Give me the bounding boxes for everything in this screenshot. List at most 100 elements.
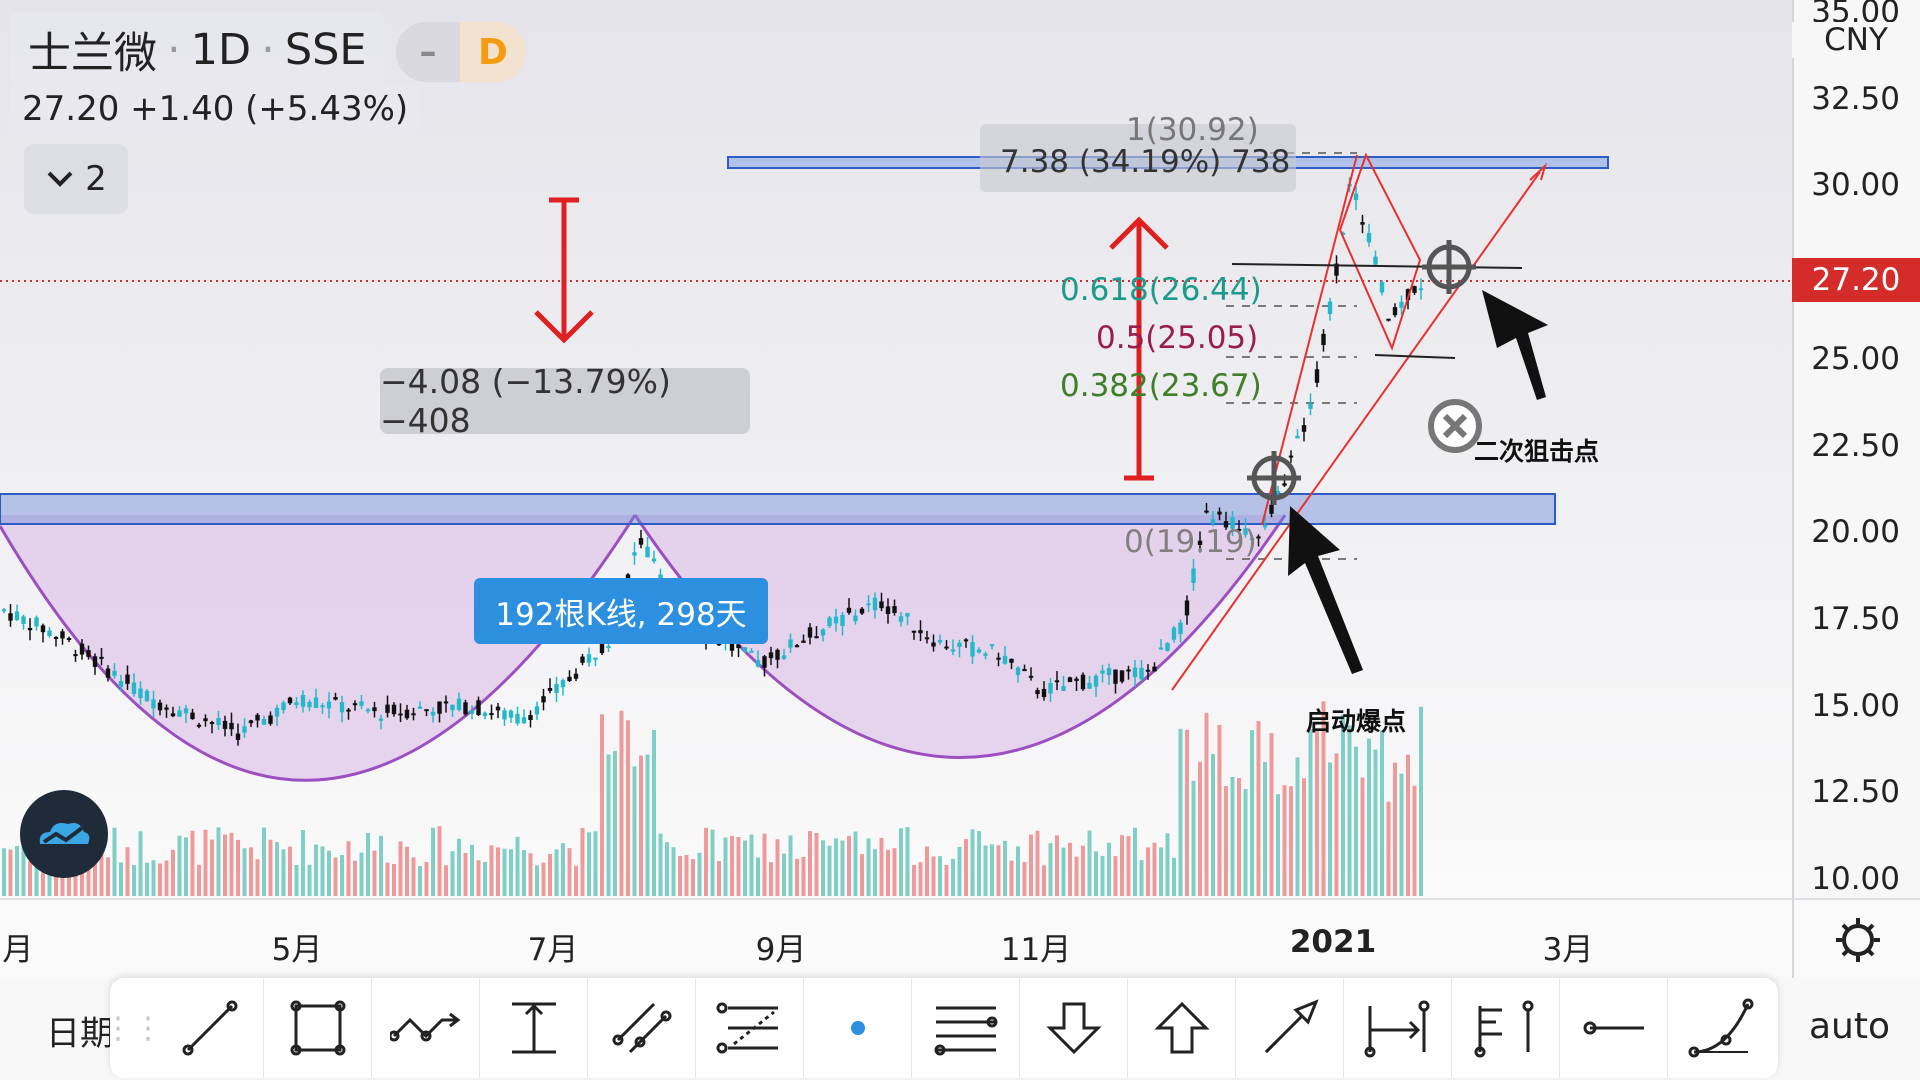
volume-bar xyxy=(658,833,663,896)
volume-bar xyxy=(1133,827,1137,896)
candle-body xyxy=(92,656,98,667)
horizontal-ray-tool[interactable] xyxy=(1560,978,1668,1078)
candle-body xyxy=(339,702,345,713)
fib-retracement-tool[interactable] xyxy=(696,978,804,1078)
arrow-down-tool[interactable] xyxy=(1020,978,1128,1078)
grip-handle-icon[interactable]: ⋮⋮ xyxy=(103,1010,163,1046)
volume-bar xyxy=(99,840,104,896)
candle-body xyxy=(105,668,111,678)
marker-dot-tool[interactable] xyxy=(804,978,912,1078)
candle-body xyxy=(391,704,397,715)
range-label-box[interactable] xyxy=(980,124,1296,192)
pointer-arrow-upper[interactable] xyxy=(1482,290,1548,400)
price-range-tool[interactable] xyxy=(1452,978,1560,1078)
volume-bar xyxy=(1055,835,1059,896)
crosshair-marker-upper[interactable] xyxy=(1422,240,1476,294)
volume-bar xyxy=(1107,842,1111,896)
chart-area[interactable]: 士兰微 · 1D · SSE – D 27.20 +1.40 (+5.43%) … xyxy=(0,0,1792,898)
vertical-measure-tool[interactable] xyxy=(480,978,588,1078)
candle-body xyxy=(99,656,104,659)
volume-bar xyxy=(1094,851,1098,896)
candle-body xyxy=(1327,301,1333,314)
volume-bar xyxy=(1178,728,1183,896)
candle-body xyxy=(1067,677,1073,683)
price-axis[interactable]: 35.0032.5030.0027.5025.0022.5020.0017.50… xyxy=(1792,0,1920,898)
volume-bar xyxy=(177,835,182,896)
arrow-up-icon xyxy=(1153,1001,1210,1054)
time-axis[interactable]: 3月 5月 7月 9月 11月 2021 3月 xyxy=(0,898,1792,980)
arrow-up-tool[interactable] xyxy=(1128,978,1236,1078)
candle-body xyxy=(573,673,579,679)
support-line-lower[interactable] xyxy=(1374,354,1456,359)
app-logo[interactable] xyxy=(20,790,108,878)
volume-bar xyxy=(1263,762,1267,896)
candle-body xyxy=(294,702,299,706)
chart-settings-button[interactable] xyxy=(1792,898,1920,980)
path-tool[interactable] xyxy=(372,978,480,1078)
volume-bar xyxy=(203,829,208,896)
parallel-channel-tool[interactable] xyxy=(588,978,696,1078)
candle-body xyxy=(807,627,813,638)
volume-bar xyxy=(1380,730,1384,896)
candles[interactable] xyxy=(1,177,1424,746)
volume-bar xyxy=(333,857,338,896)
collapse-button[interactable]: – xyxy=(419,32,437,72)
volume-bar xyxy=(1347,725,1352,896)
volume-bar xyxy=(808,831,812,896)
candle-body xyxy=(554,683,559,693)
volume-bar xyxy=(626,720,630,896)
price-range-label[interactable]: −4.08 (−13.79%) −408 xyxy=(380,362,750,440)
arrow-tool[interactable] xyxy=(1236,978,1344,1078)
curve-tool[interactable] xyxy=(1668,978,1775,1078)
candle-body xyxy=(443,701,449,704)
arrow-down-icon xyxy=(1045,1002,1102,1055)
candle-body xyxy=(1340,232,1346,235)
candle-body xyxy=(515,713,520,724)
interval-d-button[interactable]: D xyxy=(460,22,526,82)
date-range-tool[interactable] xyxy=(1344,978,1452,1078)
date-range-label[interactable]: 192根K线, 298天 xyxy=(474,578,768,644)
volume-bar xyxy=(379,835,383,896)
candle-body xyxy=(1334,263,1339,276)
crosshair-marker-lower[interactable] xyxy=(1247,451,1301,505)
volume-bar xyxy=(1230,776,1235,896)
candle-body xyxy=(1113,669,1118,684)
close-marker-icon[interactable] xyxy=(1428,399,1482,453)
volume-bar xyxy=(281,849,286,896)
resistance-zone[interactable] xyxy=(0,493,1556,525)
candle-body xyxy=(1418,288,1424,291)
measure-arrow-down[interactable] xyxy=(534,197,594,344)
volume-bar xyxy=(801,856,806,896)
launch-point-annotation[interactable]: 启动爆点 xyxy=(1306,707,1407,736)
volume-bar xyxy=(1217,724,1222,896)
trend-line-tool[interactable] xyxy=(156,978,264,1078)
candle-body xyxy=(203,718,208,722)
indicators-toggle-button[interactable]: 2 xyxy=(24,144,128,214)
date-label[interactable]: 日期 xyxy=(46,1014,114,1054)
pointer-arrow-lower[interactable] xyxy=(1288,506,1363,674)
symbol-header[interactable]: 士兰微 · 1D · SSE xyxy=(10,12,385,88)
trend-lines[interactable] xyxy=(1171,152,1547,691)
candle-body xyxy=(1054,680,1060,683)
candle-body xyxy=(508,710,514,718)
measure-arrow-up[interactable] xyxy=(1109,216,1169,481)
candle-body xyxy=(60,631,65,639)
volume-bar xyxy=(1087,830,1092,896)
horizontal-lines-tool[interactable] xyxy=(912,978,1020,1078)
volume-bar xyxy=(444,865,448,896)
auto-scale-button[interactable]: auto xyxy=(1808,1006,1890,1047)
volume-bar xyxy=(431,827,435,896)
volume-bar xyxy=(691,858,695,896)
second-entry-annotation[interactable]: 二次狙击点 xyxy=(1474,437,1600,466)
volume-bar xyxy=(229,832,234,896)
cup-shape-left[interactable] xyxy=(0,515,635,781)
rectangle-tool[interactable] xyxy=(264,978,372,1078)
support-line-upper[interactable] xyxy=(1231,263,1523,269)
interval-toggle[interactable]: – D xyxy=(396,22,526,82)
candle-body xyxy=(1243,528,1248,535)
candle-body xyxy=(983,653,988,656)
candle-body xyxy=(248,720,254,724)
candle-body xyxy=(313,697,319,708)
candle-body xyxy=(859,608,865,614)
volume-bar xyxy=(106,857,110,896)
